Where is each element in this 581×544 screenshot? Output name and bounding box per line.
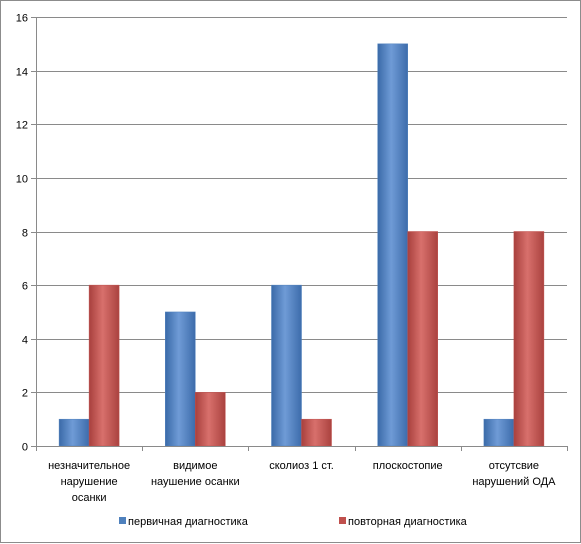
bar-primary-2 [271, 284, 302, 447]
legend-swatch-repeat [339, 517, 346, 524]
x-category-label: сколиоз 1 ст. [269, 460, 334, 472]
legend-swatch-primary [119, 517, 126, 524]
bar-primary-3 [377, 43, 408, 447]
x-category-label: осанки [72, 492, 107, 504]
bar-repeat-3 [407, 231, 438, 447]
y-tick-label: 0 [22, 442, 28, 454]
legend: первичная диагностика повторная диагности… [119, 516, 468, 528]
axes [31, 17, 568, 451]
bar-primary-4 [483, 418, 515, 447]
y-tick-label: 16 [16, 13, 28, 25]
y-tick-label: 6 [22, 281, 28, 293]
y-tick-label: 12 [16, 120, 28, 132]
bar-repeat-0 [88, 284, 120, 447]
bar-repeat-1 [195, 392, 226, 447]
x-category-label: нарушение [61, 476, 118, 488]
x-category-label: наушение осанки [151, 476, 240, 488]
x-category-label: плоскостопие [373, 460, 443, 472]
y-tick-label: 8 [22, 228, 28, 240]
y-tick-label: 14 [16, 67, 28, 79]
x-category-label: отсутсвие [489, 460, 539, 472]
x-category-label: незначительное [48, 460, 130, 472]
x-category-label: видимое [173, 460, 217, 472]
bar-repeat-2 [301, 418, 332, 447]
legend-label-primary: первичная диагностика [128, 516, 249, 528]
y-tick-labels: 0 2 4 6 8 10 12 14 16 [16, 13, 28, 454]
bars [58, 43, 545, 447]
y-tick-label: 2 [22, 388, 28, 400]
y-tick-label: 4 [22, 335, 28, 347]
bar-primary-0 [58, 418, 90, 447]
legend-label-repeat: повторная диагностика [348, 516, 468, 528]
bar-primary-1 [165, 311, 196, 447]
x-category-labels: незначительное нарушение осанки видимое науш… [48, 460, 556, 504]
x-category-label: нарушений ОДА [472, 476, 556, 488]
bar-repeat-4 [513, 231, 545, 447]
y-tick-label: 10 [16, 174, 28, 186]
